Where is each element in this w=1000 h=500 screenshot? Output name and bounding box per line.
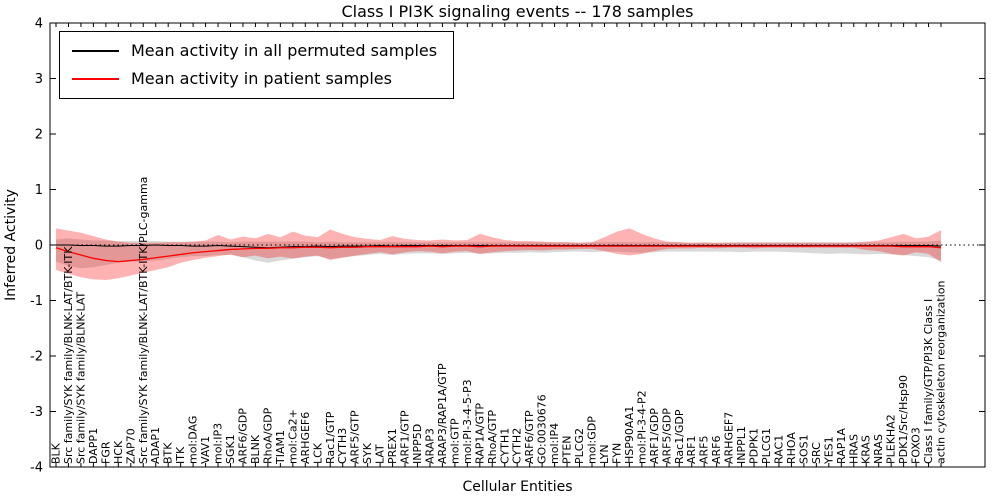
x-axis-label: Cellular Entities bbox=[462, 479, 573, 495]
x-tick-label: BLK bbox=[50, 442, 63, 464]
x-tick-label: KRAS bbox=[860, 435, 873, 464]
x-tick-label: Src family/SYK family/BLNK-LAT/BTK-ITK bbox=[62, 246, 75, 464]
y-tick-label: -3 bbox=[30, 405, 43, 420]
x-tick-label: RAC1 bbox=[772, 435, 785, 464]
x-tick-label: ARF6/GDP bbox=[236, 408, 249, 464]
x-tick-label: BLNK bbox=[249, 434, 262, 464]
x-tick-label: INPPL1 bbox=[735, 426, 748, 464]
x-tick-label: PDK1/Src/Hsp90 bbox=[897, 375, 910, 464]
x-tick-label: YES1 bbox=[822, 436, 835, 465]
x-tick-label: PREX1 bbox=[386, 428, 399, 464]
patient-mean-line bbox=[55, 245, 942, 263]
legend-line-permuted-swatch bbox=[72, 49, 119, 52]
x-tick-label: HRAS bbox=[847, 434, 860, 464]
x-tick-label: ARHGEF7 bbox=[723, 412, 736, 464]
x-tick-label: Src family/SYK family/BLNK-LAT/BTK-ITK/P… bbox=[137, 177, 150, 464]
x-tick-label: ARF1 bbox=[685, 436, 698, 465]
x-tick-label: CYTH3 bbox=[336, 428, 349, 464]
x-tick-label: mol:PI-3-4-5-P3 bbox=[461, 379, 474, 464]
x-tick-label: RhoA/GDP bbox=[261, 407, 274, 464]
x-tick-label: ARHGEF6 bbox=[299, 412, 312, 464]
x-tick-label: mol:IP3 bbox=[212, 423, 225, 464]
x-tick-label: ARF1/GTP bbox=[399, 410, 412, 464]
x-tick-label: Class I family/GTP/PI3K Class I bbox=[922, 299, 935, 464]
x-tick-label: CYTH2 bbox=[511, 428, 524, 464]
y-tick-label: -4 bbox=[30, 461, 43, 476]
x-tick-label: SOS1 bbox=[797, 434, 810, 464]
x-tick-label: mol:IP4 bbox=[548, 423, 561, 464]
x-tick-label: PLEKHA2 bbox=[885, 414, 898, 464]
x-tick-label: SYK bbox=[361, 442, 374, 464]
y-tick-label: -2 bbox=[30, 350, 43, 365]
x-tick-label: BTK bbox=[162, 442, 175, 464]
x-tick-label: LYN bbox=[598, 444, 611, 464]
x-tick-label: HCK bbox=[112, 440, 125, 464]
x-tick-label: Src family/SYK family/BLNK-LAT bbox=[74, 291, 87, 464]
x-tick-label: RHOA bbox=[785, 432, 798, 464]
chart-title: Class I PI3K signaling events -- 178 sam… bbox=[341, 2, 694, 21]
y-tick-label: 1 bbox=[35, 183, 43, 198]
legend-label-permuted: Mean activity in all permuted samples bbox=[131, 41, 438, 60]
y-tick-label: 4 bbox=[35, 17, 43, 32]
x-tick-label: ARF6/GTP bbox=[523, 410, 536, 464]
y-tick-label: 0 bbox=[35, 239, 43, 254]
x-tick-label: FOXO3 bbox=[910, 427, 923, 464]
x-tick-label: DAPP1 bbox=[87, 428, 100, 464]
x-tick-label: ARF5/GTP bbox=[349, 410, 362, 464]
x-tick-label: Rac1/GTP bbox=[324, 411, 337, 464]
x-tick-label: PTEN bbox=[561, 435, 574, 464]
legend: Mean activity in all permuted samples Me… bbox=[59, 31, 455, 99]
y-tick-label: -1 bbox=[30, 294, 43, 309]
x-tick-label: LCK bbox=[311, 442, 324, 464]
x-tick-label: actin cytoskeleton reorganization bbox=[935, 280, 948, 464]
x-tick-label: ADAP1 bbox=[149, 427, 162, 464]
y-tick-label: 3 bbox=[35, 72, 43, 87]
x-tick-label: FGR bbox=[99, 441, 112, 464]
x-tick-label: CYTH1 bbox=[498, 428, 511, 464]
y-axis-label: Inferred Activity bbox=[3, 189, 19, 301]
x-tick-label: INPP5D bbox=[411, 424, 424, 464]
x-tick-label: ARAP3 bbox=[423, 428, 436, 464]
x-tick-label: VAV1 bbox=[199, 436, 212, 464]
legend-item-patient: Mean activity in patient samples bbox=[72, 69, 437, 88]
x-tick-label: ARF1/GDP bbox=[648, 408, 661, 464]
x-tick-label: ZAP70 bbox=[124, 428, 137, 464]
x-tick-label: mol:DAG bbox=[187, 416, 200, 464]
x-tick-label: PLCG2 bbox=[573, 428, 586, 464]
x-tick-label: ITK bbox=[174, 446, 187, 464]
legend-item-permuted: Mean activity in all permuted samples bbox=[72, 41, 437, 60]
patient-band bbox=[56, 228, 941, 280]
x-tick-label: RAP1A/GTP bbox=[473, 403, 486, 464]
x-tick-label: mol:PI-3-4-P2 bbox=[635, 390, 648, 464]
x-tick-label: PLCG1 bbox=[760, 428, 773, 464]
x-tick-label: PDPK1 bbox=[748, 428, 761, 464]
x-tick-label: SGK1 bbox=[224, 434, 237, 464]
x-tick-label: ARF6 bbox=[710, 436, 723, 465]
x-tick-label: TIAM1 bbox=[274, 430, 287, 465]
legend-line-patient-swatch bbox=[72, 77, 119, 80]
x-tick-label: GO:0030676 bbox=[536, 394, 549, 464]
x-tick-label: FYN bbox=[610, 443, 623, 464]
x-tick-label: HSP90AA1 bbox=[623, 406, 636, 464]
x-tick-label: mol:GDP bbox=[586, 416, 599, 464]
x-tick-label: RAP1A bbox=[835, 428, 848, 464]
x-tick-label: NRAS bbox=[872, 434, 885, 464]
x-tick-label: SRC bbox=[810, 442, 823, 464]
x-tick-label: Rac1/GDP bbox=[673, 409, 686, 464]
x-tick-label: ARF5 bbox=[698, 436, 711, 465]
x-tick-label: LAT bbox=[374, 444, 387, 464]
x-tick-label: mol:Ca2+ bbox=[286, 409, 299, 464]
x-tick-label: ARF5/GDP bbox=[660, 408, 673, 464]
x-tick-label: ARAP3/RAP1A/GTP bbox=[436, 363, 449, 464]
x-tick-label: mol:GTP bbox=[448, 418, 461, 464]
legend-label-patient: Mean activity in patient samples bbox=[131, 69, 392, 88]
x-tick-label: RhoA/GTP bbox=[486, 410, 499, 464]
y-tick-label: 2 bbox=[35, 128, 43, 143]
